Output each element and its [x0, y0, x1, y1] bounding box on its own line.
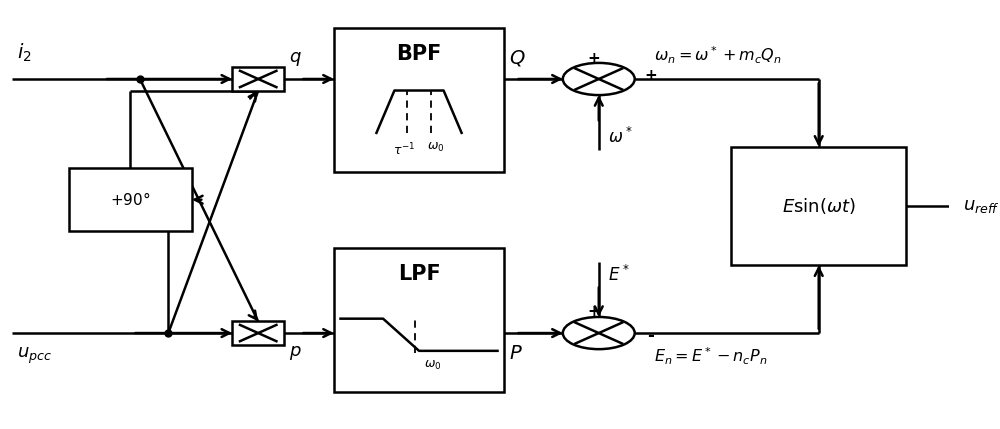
Bar	[69, 168, 192, 231]
Text: $\omega_n = \omega^* + m_c Q_n$: $\omega_n = \omega^* + m_c Q_n$	[654, 45, 781, 66]
Bar	[731, 147, 906, 265]
Text: +: +	[645, 68, 657, 83]
Text: $E\sin(\omega t)$: $E\sin(\omega t)$	[782, 196, 856, 216]
Text: BPF: BPF	[396, 44, 442, 64]
Text: $\tau^{-1}$: $\tau^{-1}$	[393, 141, 415, 158]
Text: $E_n = E^* - n_c P_n$: $E_n = E^* - n_c P_n$	[654, 346, 767, 367]
Text: LPF: LPF	[398, 264, 440, 284]
Text: $+90°$: $+90°$	[110, 191, 151, 208]
Text: $i_2$: $i_2$	[17, 42, 32, 64]
Bar	[232, 67, 284, 91]
Bar	[334, 28, 504, 172]
Text: $u_{pcc}$: $u_{pcc}$	[17, 346, 52, 366]
Text: $\omega^*$: $\omega^*$	[608, 127, 633, 148]
Bar	[232, 321, 284, 345]
Bar	[334, 248, 504, 393]
Text: $p$: $p$	[289, 344, 302, 362]
Text: $u_{reff}$: $u_{reff}$	[963, 197, 1000, 215]
Text: -: -	[647, 327, 654, 345]
Circle shape	[563, 63, 635, 95]
Text: $\omega_0$: $\omega_0$	[427, 141, 445, 154]
Text: $P$: $P$	[509, 344, 523, 363]
Text: $E^*$: $E^*$	[608, 265, 630, 285]
Text: $\omega_0$: $\omega_0$	[424, 360, 441, 372]
Text: $Q$: $Q$	[509, 48, 525, 68]
Text: $q$: $q$	[289, 51, 302, 68]
Text: +: +	[587, 304, 600, 319]
Text: +: +	[587, 51, 600, 66]
Circle shape	[563, 317, 635, 349]
